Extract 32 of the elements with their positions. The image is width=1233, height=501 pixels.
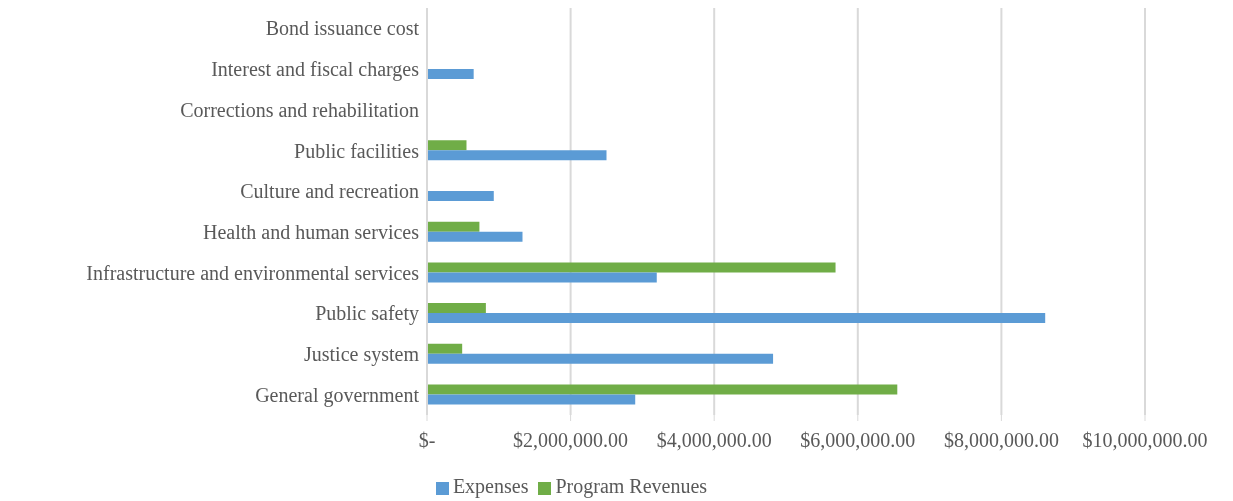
bar xyxy=(427,140,467,151)
y-tick-label: Health and human services xyxy=(202,220,420,243)
y-tick-label: Culture and recreation xyxy=(240,180,419,203)
x-tick-label: $4,000,000.00 xyxy=(656,429,772,452)
legend-label: Expenses xyxy=(452,475,529,497)
bar xyxy=(427,384,898,395)
y-tick-label: Justice system xyxy=(304,343,420,367)
bar xyxy=(427,150,607,161)
legend-label: Program Revenues xyxy=(555,475,708,497)
y-tick-label: Bond issuance cost xyxy=(265,17,420,40)
x-tick-label: $2,000,000.00 xyxy=(513,429,629,452)
x-tick-label: $6,000,000.00 xyxy=(800,429,916,452)
bar xyxy=(427,394,636,405)
y-tick-label: Corrections and rehabilitation xyxy=(180,98,419,121)
bar xyxy=(427,303,486,314)
y-tick-label: Public safety xyxy=(315,302,419,326)
y-tick-label: Public facilities xyxy=(294,139,420,162)
bar xyxy=(427,68,474,79)
bar xyxy=(427,262,836,273)
y-tick-label: Infrastructure and environmental services xyxy=(86,261,420,284)
bar xyxy=(427,313,1046,324)
y-tick-label: General government xyxy=(255,383,420,407)
bar xyxy=(427,221,480,232)
bar xyxy=(427,272,657,283)
y-tick-label: Interest and fiscal charges xyxy=(211,58,420,82)
bar xyxy=(427,231,523,242)
x-tick-label: $8,000,000.00 xyxy=(943,429,1059,452)
bar xyxy=(427,353,774,364)
bar xyxy=(427,343,463,354)
bar xyxy=(427,190,494,201)
x-tick-label: $10,000,000.00 xyxy=(1082,429,1208,452)
x-tick-label: $- xyxy=(418,429,436,452)
